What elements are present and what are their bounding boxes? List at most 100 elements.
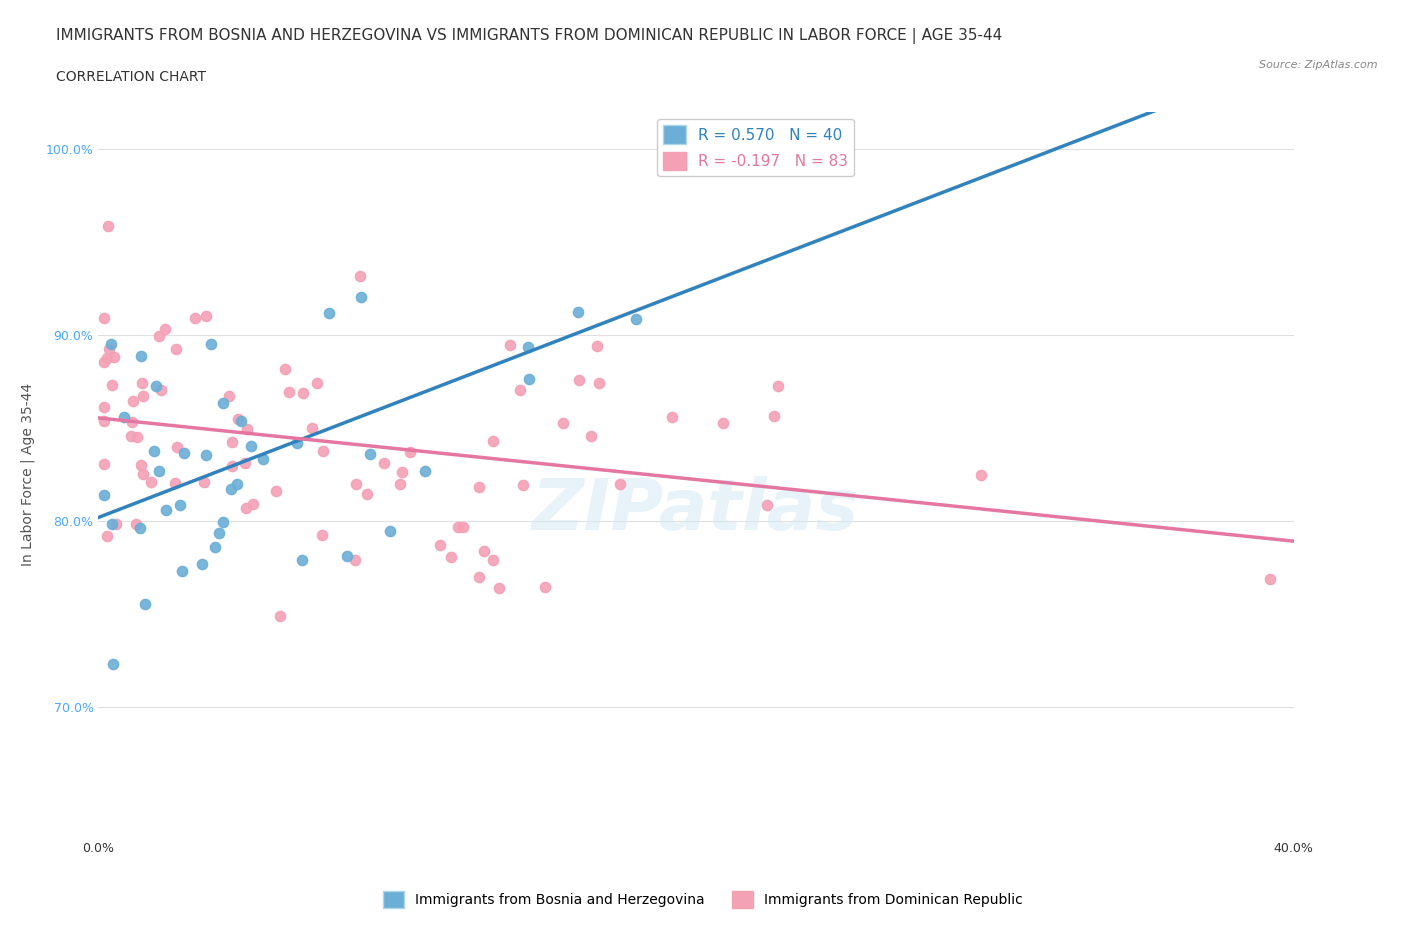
Point bbox=[517, 339, 540, 354]
Point bbox=[451, 520, 474, 535]
Point bbox=[112, 410, 135, 425]
Point bbox=[131, 458, 153, 472]
Point bbox=[291, 552, 314, 567]
Point bbox=[93, 400, 115, 415]
Point bbox=[218, 389, 240, 404]
Point bbox=[169, 498, 191, 512]
Point bbox=[236, 421, 259, 436]
Point bbox=[447, 520, 470, 535]
Point bbox=[145, 379, 167, 393]
Point bbox=[468, 569, 491, 584]
Point bbox=[311, 527, 333, 542]
Point bbox=[553, 416, 575, 431]
Point bbox=[429, 537, 451, 551]
Point bbox=[359, 447, 381, 462]
Point bbox=[212, 395, 235, 410]
Point bbox=[509, 383, 531, 398]
Point bbox=[226, 477, 249, 492]
Point bbox=[391, 465, 413, 480]
Point bbox=[211, 514, 233, 529]
Text: CORRELATION CHART: CORRELATION CHART bbox=[56, 70, 207, 84]
Point bbox=[468, 480, 491, 495]
Point bbox=[96, 528, 118, 543]
Point bbox=[579, 429, 602, 444]
Point bbox=[567, 305, 589, 320]
Point bbox=[148, 328, 170, 343]
Point bbox=[125, 516, 148, 531]
Point bbox=[219, 482, 242, 497]
Point bbox=[568, 372, 591, 387]
Point bbox=[93, 413, 115, 428]
Point bbox=[101, 517, 124, 532]
Legend: R = 0.570   N = 40, R = -0.197   N = 83: R = 0.570 N = 40, R = -0.197 N = 83 bbox=[657, 119, 855, 177]
Point bbox=[380, 524, 402, 538]
Point bbox=[98, 342, 121, 357]
Point bbox=[533, 579, 555, 594]
Point bbox=[155, 502, 177, 517]
Point bbox=[609, 476, 631, 491]
Point bbox=[373, 456, 395, 471]
Point bbox=[1258, 572, 1281, 587]
Point bbox=[269, 608, 291, 623]
Point bbox=[128, 521, 150, 536]
Point bbox=[398, 445, 420, 459]
Point bbox=[139, 474, 162, 489]
Legend: Immigrants from Bosnia and Herzegovina, Immigrants from Dominican Republic: Immigrants from Bosnia and Herzegovina, … bbox=[377, 885, 1029, 914]
Point bbox=[278, 385, 301, 400]
Point bbox=[336, 549, 359, 564]
Point bbox=[588, 375, 610, 390]
Text: Source: ZipAtlas.com: Source: ZipAtlas.com bbox=[1260, 60, 1378, 71]
Point bbox=[242, 497, 264, 512]
Point bbox=[307, 376, 329, 391]
Point bbox=[756, 498, 779, 512]
Point bbox=[132, 466, 155, 481]
Point bbox=[312, 444, 335, 458]
Point bbox=[165, 341, 187, 356]
Point bbox=[191, 556, 214, 571]
Point bbox=[103, 350, 125, 365]
Point bbox=[127, 430, 149, 445]
Point bbox=[195, 447, 218, 462]
Point bbox=[226, 411, 249, 426]
Point bbox=[488, 580, 510, 595]
Point bbox=[96, 351, 118, 365]
Point bbox=[264, 484, 287, 498]
Point bbox=[93, 354, 115, 369]
Point bbox=[762, 408, 785, 423]
Point bbox=[512, 478, 534, 493]
Point bbox=[318, 306, 340, 321]
Point bbox=[239, 438, 262, 453]
Point bbox=[221, 435, 243, 450]
Point bbox=[356, 486, 378, 501]
Point bbox=[131, 376, 153, 391]
Point bbox=[772, 132, 794, 147]
Point bbox=[349, 269, 371, 284]
Point bbox=[517, 371, 540, 386]
Point bbox=[100, 337, 122, 352]
Point bbox=[389, 476, 412, 491]
Point bbox=[344, 476, 367, 491]
Point bbox=[170, 564, 193, 578]
Point bbox=[153, 321, 176, 336]
Point bbox=[104, 517, 127, 532]
Point bbox=[291, 386, 314, 401]
Point bbox=[472, 544, 495, 559]
Point bbox=[166, 440, 188, 455]
Point bbox=[440, 550, 463, 565]
Point bbox=[585, 339, 607, 353]
Point bbox=[121, 415, 143, 430]
Point bbox=[285, 435, 308, 450]
Point bbox=[120, 429, 142, 444]
Text: ZIPatlas: ZIPatlas bbox=[533, 476, 859, 545]
Point bbox=[131, 349, 153, 364]
Point bbox=[93, 487, 115, 502]
Point bbox=[252, 451, 274, 466]
Point bbox=[143, 444, 166, 458]
Point bbox=[134, 596, 156, 611]
Point bbox=[131, 388, 153, 403]
Point bbox=[101, 657, 124, 671]
Point bbox=[173, 445, 195, 460]
Point bbox=[221, 458, 243, 473]
Point bbox=[148, 464, 170, 479]
Point bbox=[97, 218, 120, 232]
